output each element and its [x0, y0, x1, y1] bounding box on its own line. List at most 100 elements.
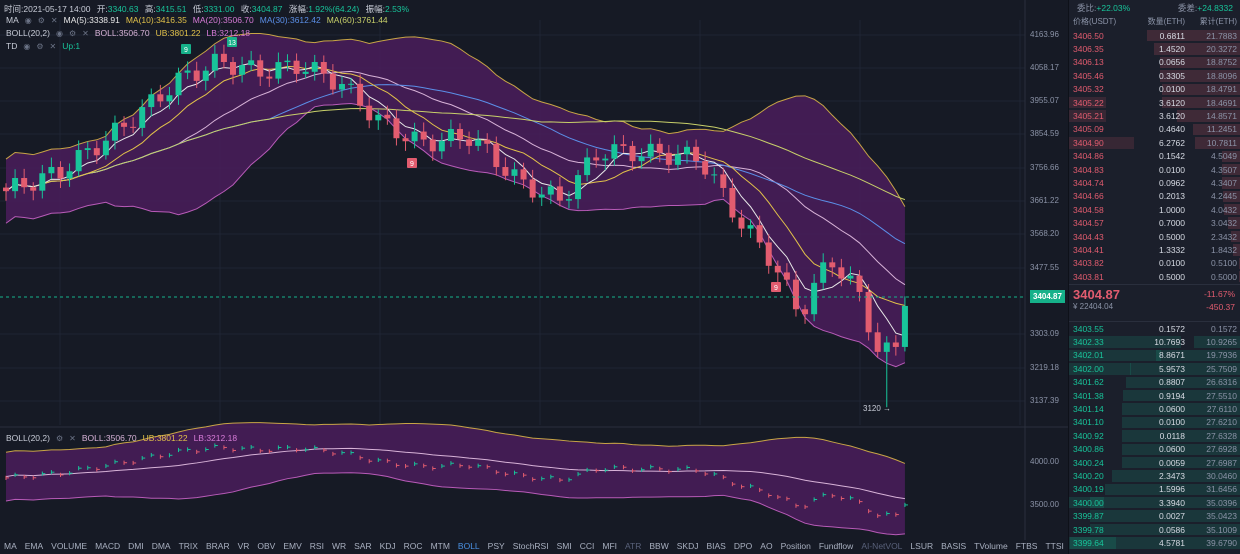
- tab-dmi[interactable]: DMI: [128, 541, 144, 551]
- ask-row[interactable]: 3406.13 0.0656 18.8752: [1069, 56, 1240, 69]
- tab-vr[interactable]: VR: [237, 541, 250, 551]
- tab-ai-netvol[interactable]: AI-NetVOL: [861, 541, 903, 551]
- price-axis-label: 3756.66: [1030, 163, 1059, 172]
- bid-row[interactable]: 3400.24 0.0059 27.6987: [1069, 456, 1240, 469]
- tab-ttsi[interactable]: TTSI: [1045, 541, 1064, 551]
- chart-area[interactable]: 9 13 9 9 3120 → 时间:2021-05-17 14:00 开:3340.6…: [0, 0, 1154, 554]
- tab-stochrsi[interactable]: StochRSI: [512, 541, 549, 551]
- tab-emv[interactable]: EMV: [283, 541, 302, 551]
- tab-kdj[interactable]: KDJ: [379, 541, 396, 551]
- tab-volume[interactable]: VOLUME: [51, 541, 88, 551]
- eye-icon[interactable]: ◉: [24, 15, 32, 25]
- candle-body: [547, 186, 554, 195]
- tab-smi[interactable]: SMI: [556, 541, 572, 551]
- tab-dpo[interactable]: DPO: [733, 541, 753, 551]
- tab-mtm[interactable]: MTM: [430, 541, 450, 551]
- tab-ma[interactable]: MA: [4, 541, 17, 551]
- tab-sar[interactable]: SAR: [354, 541, 372, 551]
- bid-row[interactable]: 3403.55 0.1572 0.1572: [1073, 323, 1237, 334]
- gear-icon[interactable]: ⚙: [55, 433, 64, 443]
- tab-dma[interactable]: DMA: [151, 541, 171, 551]
- tab-psy[interactable]: PSY: [487, 541, 505, 551]
- candle-body: [484, 139, 491, 144]
- ask-row[interactable]: 3405.21 3.6120 14.8571: [1069, 109, 1240, 122]
- ask-row[interactable]: 3404.43 0.5000 2.3432: [1069, 230, 1240, 243]
- ask-row[interactable]: 3404.58 1.0000 4.0432: [1069, 203, 1240, 216]
- bid-row[interactable]: 3400.86 0.0600 27.6928: [1069, 443, 1240, 456]
- tab-fundflow[interactable]: Fundflow: [818, 541, 854, 551]
- candle-body: [457, 128, 463, 140]
- tab-mfi[interactable]: MFI: [602, 541, 617, 551]
- close-icon[interactable]: ✕: [49, 41, 57, 51]
- tab-skdj[interactable]: SKDJ: [676, 541, 699, 551]
- close-icon[interactable]: ✕: [69, 433, 76, 443]
- bid-row[interactable]: 3401.10 0.0100 27.6210: [1069, 416, 1240, 429]
- candle-body: [429, 139, 436, 152]
- ask-row[interactable]: 3403.82 0.0100 0.5100: [1069, 257, 1240, 270]
- eye-icon[interactable]: ◉: [23, 41, 31, 51]
- gear-icon[interactable]: ⚙: [36, 41, 44, 51]
- tab-roc[interactable]: ROC: [403, 541, 423, 551]
- bid-row[interactable]: 3400.19 1.5996 31.6456: [1069, 483, 1240, 496]
- ask-row[interactable]: 3406.50 0.6811 21.7883: [1069, 29, 1240, 42]
- bid-row[interactable]: 3402.00 5.9573 25.7509: [1069, 362, 1240, 375]
- tab-bias[interactable]: BIAS: [706, 541, 726, 551]
- ask-row[interactable]: 3405.09 0.4640 11.2451: [1069, 123, 1240, 136]
- bid-row[interactable]: 3402.33 10.7693 10.9265: [1069, 335, 1240, 348]
- tab-brar[interactable]: BRAR: [205, 541, 230, 551]
- gear-icon[interactable]: ⚙: [68, 28, 77, 38]
- tab-cci[interactable]: CCI: [579, 541, 595, 551]
- tab-trix[interactable]: TRIX: [178, 541, 198, 551]
- tab-lsur[interactable]: LSUR: [910, 541, 934, 551]
- candle-body: [275, 62, 282, 79]
- tab-macd[interactable]: MACD: [95, 541, 121, 551]
- bid-row[interactable]: 3399.87 0.0027 35.0423: [1069, 509, 1240, 522]
- candle-body: [420, 131, 427, 140]
- candle-body: [638, 156, 645, 162]
- tab-atr[interactable]: ATR: [625, 541, 642, 551]
- tab-wr[interactable]: WR: [331, 541, 347, 551]
- tab-position[interactable]: Position: [780, 541, 811, 551]
- candle-body: [102, 140, 109, 156]
- bid-row[interactable]: 3399.64 4.5781 39.6790: [1069, 536, 1240, 549]
- close-icon[interactable]: ✕: [82, 28, 89, 38]
- tab-ema[interactable]: EMA: [24, 541, 44, 551]
- candlestick-chart[interactable]: 9 13 9 9 3120 →: [0, 0, 1068, 554]
- ask-row[interactable]: 3405.46 0.3305 18.8096: [1069, 69, 1240, 82]
- gear-icon[interactable]: ⚙: [37, 15, 45, 25]
- candle-body: [738, 217, 745, 229]
- ask-row[interactable]: 3405.22 3.6120 18.4691: [1069, 96, 1240, 109]
- ask-row[interactable]: 3404.57 0.7000 3.0432: [1069, 216, 1240, 229]
- ask-row[interactable]: 3404.74 0.0962 4.3407: [1069, 176, 1240, 189]
- bid-row[interactable]: 3399.78 0.0586 35.1009: [1069, 523, 1240, 536]
- ask-row[interactable]: 3405.32 0.0100 18.4791: [1069, 83, 1240, 96]
- tab-tvolume[interactable]: TVolume: [974, 541, 1008, 551]
- bid-row[interactable]: 3400.20 2.3473 30.0460: [1069, 469, 1240, 482]
- candle-body: [329, 73, 336, 90]
- close-icon[interactable]: ✕: [50, 15, 58, 25]
- tab-basis[interactable]: BASIS: [941, 541, 967, 551]
- ask-row[interactable]: 3404.86 0.1542 4.5049: [1069, 150, 1240, 163]
- bid-row[interactable]: 3401.38 0.9194 27.5510: [1069, 389, 1240, 402]
- ask-row[interactable]: 3406.35 1.4520 20.3272: [1069, 42, 1240, 55]
- ask-row[interactable]: 3404.66 0.2013 4.2445: [1069, 190, 1240, 203]
- tab-bbw[interactable]: BBW: [649, 541, 669, 551]
- tab-boll[interactable]: BOLL: [457, 541, 480, 551]
- ask-row[interactable]: 3404.90 6.2762 10.7811: [1069, 136, 1240, 149]
- sub-boll-legend: BOLL(20,2) ⚙ ✕ BOLL:3506.70 UB:3801.22 L…: [6, 433, 238, 443]
- tab-obv[interactable]: OBV: [257, 541, 276, 551]
- candle-body: [602, 158, 609, 161]
- tab-rsi[interactable]: RSI: [309, 541, 324, 551]
- bid-row[interactable]: 3400.92 0.0118 27.6328: [1069, 429, 1240, 442]
- candle-body: [811, 282, 818, 315]
- bid-row[interactable]: 3400.00 3.3940 35.0396: [1069, 496, 1240, 509]
- eye-icon[interactable]: ◉: [55, 28, 63, 38]
- ask-row[interactable]: 3404.41 1.3332 1.8432: [1069, 243, 1240, 256]
- tab-ao[interactable]: AO: [760, 541, 773, 551]
- ask-row[interactable]: 3403.81 0.5000 0.5000: [1069, 270, 1240, 283]
- bid-row[interactable]: 3401.62 0.8807 26.6316: [1069, 376, 1240, 389]
- tab-ftbs[interactable]: FTBS: [1015, 541, 1038, 551]
- bid-row[interactable]: 3401.14 0.0600 27.6110: [1069, 402, 1240, 415]
- ask-row[interactable]: 3404.83 0.0100 4.3507: [1069, 163, 1240, 176]
- bid-row[interactable]: 3402.01 8.8671 19.7936: [1069, 349, 1240, 362]
